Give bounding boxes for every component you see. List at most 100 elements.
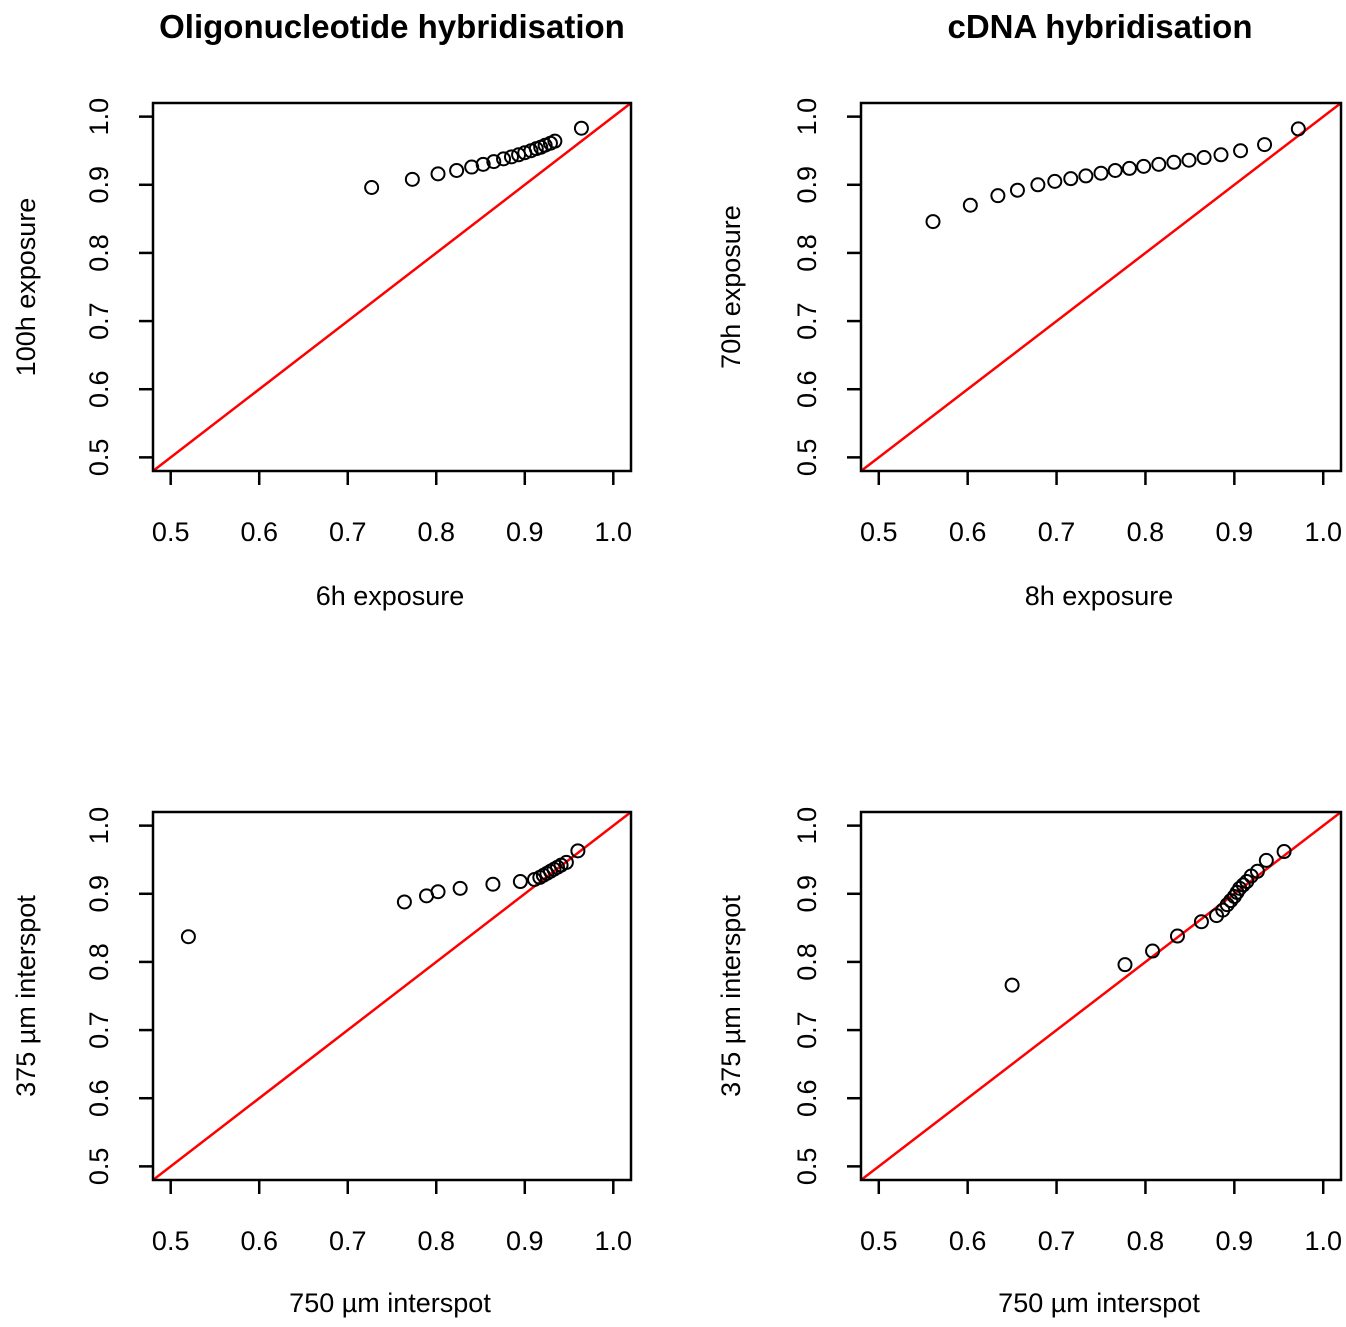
- x-tick-label: 0.7: [1038, 517, 1076, 547]
- y-tick-label: 0.9: [792, 166, 822, 204]
- x-tick-label: 1.0: [1304, 517, 1342, 547]
- x-tick-label: 0.8: [417, 517, 455, 547]
- y-tick-label: 1.0: [792, 807, 822, 845]
- x-tick-label: 0.8: [1127, 1226, 1165, 1256]
- y-tick-label: 0.7: [84, 302, 114, 340]
- y-axis-label: 375 µm interspot: [716, 895, 746, 1097]
- reference-line-y-equals-x: [152, 102, 632, 472]
- x-tick-label: 1.0: [595, 1226, 633, 1256]
- data-point: [1258, 852, 1274, 868]
- x-axis-label: 750 µm interspot: [998, 1288, 1200, 1318]
- data-point: [1235, 877, 1251, 893]
- panel-cdna-exposure: cDNA hybridisation 0.5 0.6 0.7 0.8 0.9 1.0 0.5 0…: [716, 8, 1343, 611]
- data-point: [1121, 160, 1137, 176]
- x-tick-label: 0.8: [1127, 517, 1165, 547]
- y-tick-label: 0.8: [792, 943, 822, 981]
- data-point: [1063, 171, 1079, 187]
- data-point: [962, 197, 978, 213]
- x-tick-label: 1.0: [595, 517, 633, 547]
- panel-cdna-interspot: 0.5 0.6 0.7 0.8 0.9 1.0 0.5 0.6 0.7 0.8 0.9 1.0 750 …: [716, 807, 1343, 1318]
- data-point: [1213, 147, 1229, 163]
- data-point: [1078, 168, 1094, 184]
- x-tick-label: 0.5: [152, 517, 190, 547]
- x-tick-label: 0.5: [860, 517, 898, 547]
- y-tick-label: 0.7: [84, 1011, 114, 1049]
- data-point: [1151, 156, 1167, 172]
- x-tick-label: 0.9: [506, 1226, 544, 1256]
- data-point: [452, 880, 468, 896]
- x-tick-label: 0.6: [240, 1226, 278, 1256]
- x-tick-label: 0.6: [240, 517, 278, 547]
- x-tick-label: 0.5: [152, 1226, 190, 1256]
- y-tick-label: 0.6: [792, 370, 822, 408]
- y-tick-label: 0.9: [792, 875, 822, 913]
- data-point: [1145, 943, 1161, 959]
- x-tick-label: 0.7: [1038, 1226, 1076, 1256]
- reference-line-y-equals-x: [860, 811, 1342, 1181]
- data-point: [396, 894, 412, 910]
- data-point: [512, 874, 528, 890]
- y-axis-label: 375 µm interspot: [11, 895, 41, 1097]
- x-tick-label: 0.9: [1216, 1226, 1254, 1256]
- data-point: [1276, 844, 1292, 860]
- data-point: [504, 149, 519, 165]
- x-tick-label: 0.7: [329, 517, 367, 547]
- data-point: [364, 180, 380, 196]
- y-tick-label: 0.6: [84, 1079, 114, 1117]
- y-tick-label: 0.5: [792, 439, 822, 477]
- data-point: [475, 156, 491, 172]
- x-axis-label: 6h exposure: [316, 581, 465, 611]
- y-tick-label: 0.5: [84, 1148, 114, 1186]
- data-point: [1009, 182, 1025, 198]
- data-point: [1290, 121, 1306, 137]
- data-point: [990, 188, 1006, 204]
- x-tick-label: 0.5: [860, 1226, 898, 1256]
- x-tick-label: 0.6: [949, 1226, 987, 1256]
- data-point: [1136, 158, 1152, 174]
- panel-oligo-interspot: 0.5 0.6 0.7 0.8 0.9 1.0 0.5 0.6 0.7 0.8 0.9 1.0 750 …: [11, 807, 633, 1318]
- y-tick-label: 1.0: [84, 807, 114, 845]
- data-point: [1004, 977, 1020, 993]
- data-point: [1257, 137, 1273, 153]
- y-tick-label: 0.5: [792, 1148, 822, 1186]
- data-point: [925, 214, 941, 230]
- data-point: [404, 171, 420, 187]
- plot-frame: [151, 810, 633, 1182]
- x-tick-label: 0.9: [1216, 517, 1254, 547]
- y-tick-label: 0.8: [84, 234, 114, 272]
- plot-frame: [151, 101, 633, 473]
- x-tick-label: 0.7: [329, 1226, 367, 1256]
- x-tick-label: 0.6: [949, 517, 987, 547]
- x-axis-label: 8h exposure: [1025, 581, 1174, 611]
- data-point: [1196, 150, 1212, 166]
- data-point: [570, 843, 586, 859]
- chart-title: cDNA hybridisation: [948, 8, 1253, 45]
- y-tick-label: 0.7: [792, 302, 822, 340]
- data-point: [1249, 863, 1265, 879]
- panel-oligo-exposure: Oligonucleotide hybridisation 0.5 0.6 0.7 0.…: [11, 8, 633, 611]
- reference-line-y-equals-x: [860, 102, 1342, 472]
- data-point: [496, 151, 512, 167]
- data-point: [558, 854, 574, 870]
- y-tick-label: 0.8: [84, 943, 114, 981]
- plot-frame: [859, 810, 1343, 1182]
- y-axis-label: 70h exposure: [716, 205, 746, 369]
- data-point: [1047, 173, 1063, 189]
- y-axis-label: 100h exposure: [11, 198, 41, 377]
- x-axis-label: 750 µm interspot: [289, 1288, 491, 1318]
- data-point: [449, 162, 465, 178]
- x-tick-label: 0.8: [417, 1226, 455, 1256]
- y-tick-label: 0.9: [84, 166, 114, 204]
- y-tick-label: 0.7: [792, 1011, 822, 1049]
- reference-line-y-equals-x: [152, 811, 632, 1181]
- data-point: [1181, 152, 1197, 168]
- data-point: [485, 876, 501, 892]
- data-point: [430, 884, 446, 900]
- y-tick-label: 0.6: [792, 1079, 822, 1117]
- y-tick-label: 1.0: [84, 98, 114, 136]
- data-point: [1169, 928, 1185, 944]
- data-point: [573, 120, 589, 136]
- data-point: [180, 929, 196, 945]
- data-point: [1233, 143, 1249, 159]
